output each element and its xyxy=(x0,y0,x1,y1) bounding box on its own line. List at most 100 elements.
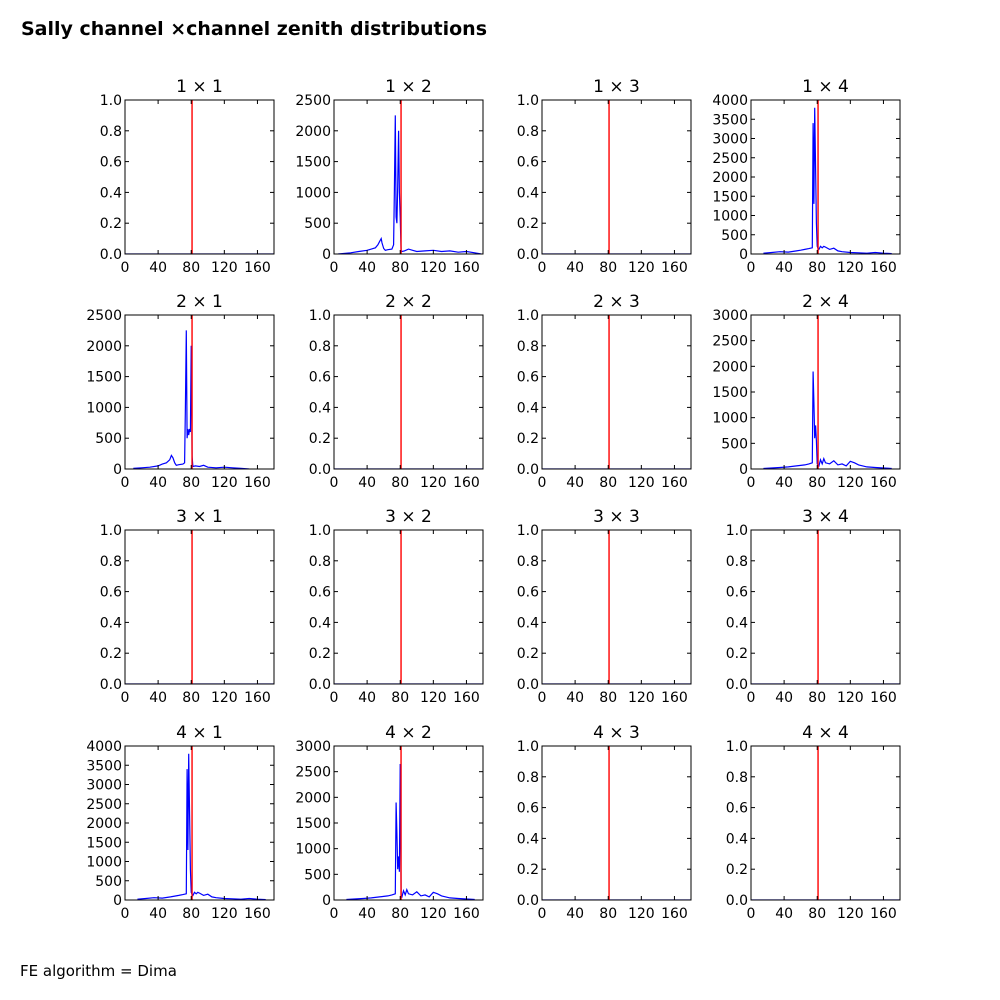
x-tick-label: 40 xyxy=(149,475,167,491)
x-tick-label: 80 xyxy=(808,690,826,706)
y-tick-label: 1.0 xyxy=(726,739,748,755)
y-tick-label: 0.8 xyxy=(309,554,331,570)
y-tick-label: 1500 xyxy=(712,189,748,205)
y-tick-label: 0.0 xyxy=(309,462,331,478)
x-tick-label: 80 xyxy=(391,260,409,276)
y-tick-label: 0.4 xyxy=(100,185,122,201)
axes-frame xyxy=(541,529,692,685)
axes-frame xyxy=(750,99,901,255)
y-tick-label: 3500 xyxy=(712,112,748,128)
x-tick-label: 0 xyxy=(121,260,130,276)
y-tick-label: 3000 xyxy=(295,739,331,755)
y-tick-label: 500 xyxy=(721,228,748,244)
axes-frame xyxy=(124,314,275,470)
y-tick-label: 2500 xyxy=(295,765,331,781)
y-tick-label: 0.2 xyxy=(517,216,539,232)
axes-frame xyxy=(541,99,692,255)
y-tick-label: 0.2 xyxy=(100,216,122,232)
y-tick-label: 4000 xyxy=(86,739,122,755)
y-tick-label: 1500 xyxy=(86,835,122,851)
y-tick-label: 2500 xyxy=(712,334,748,350)
y-tick-label: 0.2 xyxy=(309,431,331,447)
y-tick-label: 0.2 xyxy=(309,646,331,662)
axes-frame xyxy=(750,745,901,901)
x-tick-label: 160 xyxy=(453,260,480,276)
y-tick-label: 3000 xyxy=(712,132,748,148)
x-tick-label: 0 xyxy=(538,690,547,706)
footer-note: FE algorithm = Dima xyxy=(20,962,177,980)
x-tick-label: 120 xyxy=(837,260,864,276)
y-tick-label: 500 xyxy=(95,874,122,890)
y-tick-label: 0.4 xyxy=(726,831,748,847)
y-tick-label: 0.8 xyxy=(517,770,539,786)
y-tick-label: 0.4 xyxy=(517,185,539,201)
subplot-title: 2 × 3 xyxy=(593,292,640,312)
x-tick-label: 120 xyxy=(628,260,655,276)
y-tick-label: 0.8 xyxy=(726,554,748,570)
x-tick-label: 0 xyxy=(121,475,130,491)
y-tick-label: 1.0 xyxy=(309,308,331,324)
x-tick-label: 40 xyxy=(149,260,167,276)
y-tick-label: 1000 xyxy=(295,185,331,201)
subplot-title: 1 × 3 xyxy=(593,77,640,97)
subplot: 1 × 4 0 40 80 120 160 0 500 1000 1500 2000 2500 3000… xyxy=(712,77,901,276)
axes-frame xyxy=(124,99,275,255)
y-tick-label: 0.6 xyxy=(517,155,539,171)
subplot: 2 × 2 0 40 80 120 160 0.0 0.2 0.4 0.6 0.8 1.0 xyxy=(309,292,484,491)
y-tick-label: 1000 xyxy=(86,400,122,416)
axes-frame xyxy=(333,529,484,685)
subplot: 1 × 1 0 40 80 120 160 0.0 0.2 0.4 0.6 0.8 1.0 xyxy=(100,77,275,276)
x-tick-label: 40 xyxy=(358,906,376,922)
subplot-title: 4 × 2 xyxy=(385,723,432,743)
y-tick-label: 0.2 xyxy=(726,646,748,662)
x-tick-label: 120 xyxy=(211,906,238,922)
x-tick-label: 0 xyxy=(121,690,130,706)
y-tick-label: 0.0 xyxy=(517,247,539,263)
y-tick-label: 0.0 xyxy=(517,462,539,478)
y-tick-label: 3000 xyxy=(86,778,122,794)
x-tick-label: 0 xyxy=(747,906,756,922)
series-line xyxy=(763,107,892,254)
y-tick-label: 3000 xyxy=(712,308,748,324)
x-tick-label: 80 xyxy=(808,906,826,922)
y-tick-label: 1.0 xyxy=(309,523,331,539)
x-tick-label: 80 xyxy=(599,690,617,706)
axes-frame xyxy=(750,529,901,685)
x-tick-label: 80 xyxy=(391,906,409,922)
y-tick-label: 1.0 xyxy=(100,93,122,109)
series-line xyxy=(137,753,266,900)
subplot-title: 4 × 1 xyxy=(176,723,223,743)
subplot-title: 1 × 2 xyxy=(385,77,432,97)
subplot-title: 4 × 3 xyxy=(593,723,640,743)
x-tick-label: 80 xyxy=(599,260,617,276)
y-tick-label: 1000 xyxy=(712,411,748,427)
axes-frame xyxy=(333,745,484,901)
axes-frame xyxy=(541,745,692,901)
y-tick-label: 0.0 xyxy=(726,677,748,693)
subplot: 4 × 1 0 40 80 120 160 0 500 1000 1500 2000 2500 3000… xyxy=(86,723,275,922)
y-tick-label: 0 xyxy=(322,247,331,263)
y-tick-label: 0.8 xyxy=(100,554,122,570)
y-tick-label: 0.4 xyxy=(517,400,539,416)
y-tick-label: 0.6 xyxy=(517,370,539,386)
axes-frame xyxy=(333,314,484,470)
x-tick-label: 40 xyxy=(358,260,376,276)
y-tick-label: 0.0 xyxy=(517,893,539,909)
subplot: 3 × 2 0 40 80 120 160 0.0 0.2 0.4 0.6 0.8 1.0 xyxy=(309,507,484,706)
y-tick-label: 2000 xyxy=(295,790,331,806)
subplot: 1 × 3 0 40 80 120 160 0.0 0.2 0.4 0.6 0.8 1.0 xyxy=(517,77,692,276)
y-tick-label: 0.8 xyxy=(517,554,539,570)
x-tick-label: 160 xyxy=(453,690,480,706)
subplot: 2 × 4 0 40 80 120 160 0 500 1000 1500 2000 2500 3000 xyxy=(712,292,901,491)
y-tick-label: 0.2 xyxy=(100,646,122,662)
subplot: 2 × 3 0 40 80 120 160 0.0 0.2 0.4 0.6 0.8 1.0 xyxy=(517,292,692,491)
y-tick-label: 0.0 xyxy=(100,247,122,263)
y-tick-label: 0 xyxy=(113,893,122,909)
x-tick-label: 160 xyxy=(453,475,480,491)
x-tick-label: 120 xyxy=(420,906,447,922)
x-tick-label: 120 xyxy=(211,690,238,706)
x-tick-label: 120 xyxy=(628,690,655,706)
x-tick-label: 0 xyxy=(538,260,547,276)
subplot-title: 1 × 1 xyxy=(176,77,223,97)
x-tick-label: 40 xyxy=(566,475,584,491)
